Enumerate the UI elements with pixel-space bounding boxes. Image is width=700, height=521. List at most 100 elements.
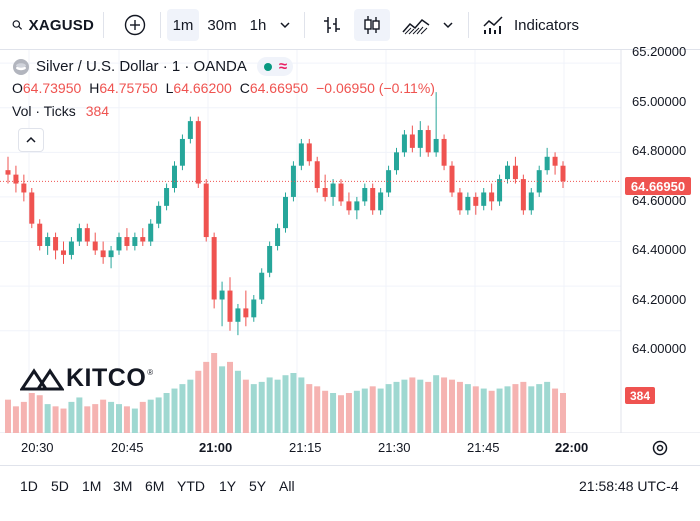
interval-1m-button[interactable]: 1m [167, 9, 199, 41]
price-tick: 65.20000 [632, 44, 687, 59]
close-value: 64.66950 [249, 80, 309, 96]
candle-body [441, 138, 447, 166]
volume-bar [195, 370, 202, 433]
interval-dropdown-button[interactable] [274, 9, 296, 41]
range-1m-button[interactable]: 1M [82, 478, 102, 494]
candle-body [124, 237, 130, 246]
volume-value: 384 [85, 103, 110, 119]
compare-symbol-button[interactable] [119, 9, 151, 41]
candle-body [13, 174, 19, 184]
candle-body [346, 201, 352, 211]
candle-body [433, 138, 439, 153]
price-axis[interactable]: 65.20000 65.00000 64.80000 64.60000 64.4… [621, 44, 700, 433]
price-tick: 64.00000 [632, 341, 687, 356]
chevron-up-icon [26, 136, 36, 143]
indicators-button[interactable]: Indicators [478, 9, 588, 41]
range-all-button[interactable]: All [279, 478, 295, 494]
candle-body [29, 192, 35, 224]
candle-body [505, 165, 510, 180]
volume-bar [28, 393, 35, 433]
volume-bar [250, 384, 257, 433]
range-1y-button[interactable]: 1Y [219, 478, 237, 494]
candle-body [314, 161, 320, 189]
legend-volume-row: Vol · Ticks 384 [12, 103, 109, 119]
volume-bar [36, 395, 43, 433]
interval-30m-button[interactable]: 30m [207, 16, 237, 34]
clock-timezone[interactable]: 21:58:48 UTC-4 [579, 478, 679, 494]
symbol-name: XAGUSD [28, 16, 94, 34]
candle-body [298, 143, 304, 166]
volume-bar [512, 384, 519, 433]
candle-body [132, 237, 138, 246]
volume-bar [60, 408, 67, 433]
indicators-label: Indicators [514, 16, 580, 34]
candle-body [267, 245, 273, 273]
collapse-legend-button[interactable] [18, 128, 44, 152]
candle-body [481, 192, 487, 206]
time-tick: 20:45 [111, 440, 144, 455]
candles-style-button[interactable] [354, 9, 390, 41]
candle-body [148, 223, 154, 242]
volume-bar [155, 397, 162, 433]
chart-type-dropdown-button[interactable] [438, 9, 458, 41]
symbol-search-button[interactable]: XAGUSD [6, 9, 94, 41]
time-tick: 21:45 [467, 440, 500, 455]
range-1d-button[interactable]: 1D [20, 478, 38, 494]
volume-bar [536, 384, 543, 433]
wave-icon: ≈ [278, 58, 288, 75]
candle-body [187, 121, 193, 139]
range-5d-button[interactable]: 5D [51, 478, 69, 494]
price-tick: 65.00000 [632, 94, 687, 109]
candle-body [53, 237, 59, 251]
chart-settings-button[interactable] [650, 438, 670, 458]
candle-body [45, 237, 51, 246]
volume-bar [52, 406, 59, 433]
candle-body [386, 170, 392, 193]
time-tick: 21:00 [199, 440, 233, 455]
candle-body [108, 250, 114, 258]
chevron-down-icon [443, 22, 453, 29]
top-toolbar: XAGUSD 1m 30m 1h Indicators [0, 0, 700, 50]
volume-bar [219, 366, 226, 433]
range-ytd-button[interactable]: YTD [177, 478, 205, 494]
price-chart[interactable] [0, 50, 700, 433]
candle-body [100, 250, 106, 258]
volume-bar [496, 388, 503, 433]
time-tick: 21:30 [378, 440, 411, 455]
price-tick: 64.60000 [632, 193, 687, 208]
range-6m-button[interactable]: 6M [145, 478, 165, 494]
volume-bar [377, 388, 384, 433]
range-5y-button[interactable]: 5Y [249, 478, 267, 494]
range-3m-button[interactable]: 3M [113, 478, 133, 494]
candle-body [195, 121, 201, 184]
volume-bar [433, 375, 440, 433]
time-tick: 20:30 [21, 440, 54, 455]
volume-bar [441, 377, 448, 433]
volume-bar [234, 370, 241, 433]
last-volume-label: 384 [625, 387, 655, 404]
candle-body [457, 192, 463, 211]
candle-body [235, 308, 241, 322]
volume-bar [44, 404, 51, 433]
candle-body [338, 183, 344, 202]
volume-bar [274, 379, 281, 433]
volume-bar [20, 401, 27, 433]
volume-bar [464, 384, 471, 433]
volume-bar [409, 377, 416, 433]
area-style-button[interactable] [396, 9, 436, 41]
volume-bar [425, 381, 432, 433]
volume-bar [298, 377, 305, 433]
silver-coin-icon [13, 58, 29, 75]
candle-body [116, 237, 122, 251]
candle-body [330, 183, 336, 197]
candle-body [528, 192, 534, 211]
candle-body [552, 156, 558, 166]
candle-body [378, 192, 384, 211]
volume-bar [100, 399, 107, 433]
market-status-badge[interactable]: ≈ [256, 57, 294, 76]
volume-bar [544, 381, 551, 433]
volume-bar [187, 379, 194, 433]
change-value: −0.06950 (−0.11%) [316, 80, 435, 96]
bar-style-button[interactable] [316, 9, 348, 41]
interval-1h-button[interactable]: 1h [249, 16, 267, 34]
